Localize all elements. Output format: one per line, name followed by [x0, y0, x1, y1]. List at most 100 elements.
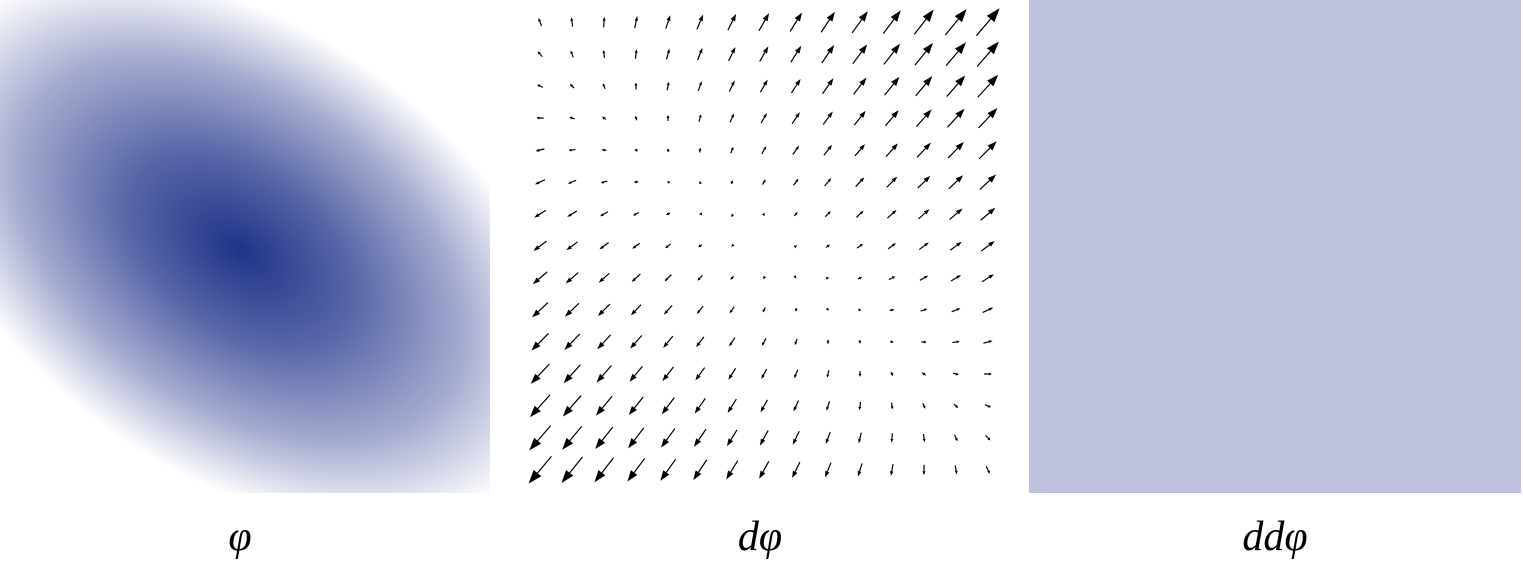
arrow-shaft — [571, 53, 574, 58]
arrow-shaft — [730, 149, 733, 154]
arrow-shaft — [794, 430, 800, 440]
arrow-shaft — [698, 428, 707, 441]
arrow-shaft — [731, 275, 735, 278]
arrow-head — [827, 178, 832, 183]
zero-field — [1029, 0, 1521, 493]
arrow-shaft — [851, 19, 863, 34]
arrow-head — [537, 51, 541, 55]
arrow-head — [665, 212, 670, 216]
arrow-shaft — [822, 83, 830, 95]
arrow-shaft — [634, 365, 643, 377]
arrow-shaft — [915, 115, 927, 127]
arrow-head — [532, 309, 541, 318]
arrow-shaft — [856, 245, 861, 249]
arrow-head — [595, 437, 606, 449]
arrow-head — [922, 438, 926, 442]
arrow-head — [601, 148, 605, 152]
arrow-shaft — [667, 243, 672, 247]
arrow-head — [596, 373, 605, 383]
arrow-shaft — [978, 147, 991, 160]
arrow-shaft — [537, 425, 552, 442]
arrow-shaft — [789, 19, 798, 32]
arrow-head — [761, 342, 765, 346]
arrow-shaft — [666, 335, 674, 344]
arrow-shaft — [729, 116, 733, 123]
arrow-shaft — [537, 302, 549, 313]
arrow-head — [597, 341, 605, 350]
arrow-head — [956, 308, 961, 311]
arrow-head — [600, 180, 605, 184]
arrow-shaft — [795, 338, 798, 343]
arrow-head — [599, 245, 604, 250]
arrow-head — [988, 307, 994, 311]
arrow-head — [955, 108, 965, 119]
arrow-shaft — [570, 241, 578, 248]
arrow-shaft — [824, 213, 829, 218]
arrow-shaft — [633, 458, 646, 473]
arrow-head — [564, 341, 573, 350]
arrow-head — [794, 12, 802, 22]
arrow-shaft — [537, 394, 551, 409]
arrow-shaft — [570, 210, 578, 216]
arrow-shaft — [569, 425, 583, 441]
arrow-head — [762, 309, 766, 313]
arrow-head — [666, 115, 670, 119]
arrow-shaft — [857, 277, 860, 280]
arrow-head — [634, 149, 638, 152]
arrow-head — [634, 15, 638, 22]
arrow-head — [826, 11, 835, 22]
arrow-head — [858, 308, 862, 312]
arrow-head — [693, 438, 702, 447]
arrow-shaft — [954, 465, 957, 472]
arrow-shaft — [976, 50, 991, 67]
arrow-head — [731, 113, 734, 118]
arrow-head — [762, 46, 769, 54]
arrow-head — [730, 47, 736, 54]
arrow-head — [630, 309, 637, 316]
arrow-head — [859, 243, 863, 247]
arrow-shaft — [888, 277, 893, 281]
arrow-head — [759, 470, 766, 479]
arrow-head — [891, 209, 897, 215]
arrow-shaft — [602, 211, 609, 216]
arrow-head — [598, 277, 605, 283]
arrow-shaft — [944, 18, 959, 36]
arrow-head — [923, 109, 932, 119]
arrow-head — [986, 8, 1000, 23]
arrow-head — [954, 42, 966, 55]
arrow-head — [696, 342, 701, 348]
arrow-head — [536, 116, 540, 120]
arrow-head — [890, 10, 901, 22]
arrow-shaft — [603, 180, 608, 183]
arrow-shaft — [922, 403, 925, 407]
arrow-shaft — [980, 244, 990, 252]
arrow-head — [924, 275, 929, 279]
vector-field — [528, 8, 1000, 484]
arrow-head — [890, 471, 894, 476]
arrow-shaft — [884, 83, 895, 96]
arrow-shaft — [602, 303, 611, 312]
arrow-head — [955, 75, 966, 87]
arrow-head — [956, 241, 962, 247]
arrow-shaft — [915, 83, 927, 97]
arrow-head — [988, 274, 994, 279]
arrow-head — [666, 48, 670, 54]
arrow-shaft — [920, 309, 925, 312]
arrow-shaft — [853, 83, 862, 95]
arrow-shaft — [696, 52, 702, 61]
arrow-head — [665, 245, 669, 249]
arrow-head — [569, 116, 573, 120]
arrow-shaft — [953, 434, 957, 439]
arrow-head — [988, 241, 995, 247]
arrow-head — [987, 207, 996, 215]
arrow-head — [859, 144, 866, 151]
arrow-head — [891, 176, 898, 183]
arrow-shaft — [950, 276, 958, 282]
arrow-shaft — [918, 244, 926, 251]
arrow-head — [696, 309, 701, 314]
arrow-head — [761, 212, 765, 217]
arrow-shaft — [759, 84, 766, 93]
arrow-head — [987, 174, 997, 183]
arrow-shaft — [793, 213, 797, 217]
